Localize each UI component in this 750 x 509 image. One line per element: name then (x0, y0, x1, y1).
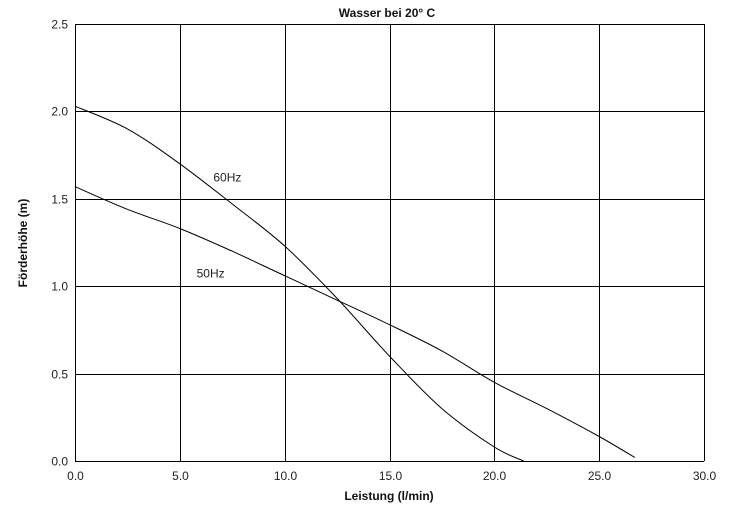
y-tick-label: 0.5 (51, 368, 68, 382)
y-axis-label: Förderhöhe (m) (16, 199, 30, 288)
x-tick-label: 5.0 (172, 469, 189, 483)
x-tick-label: 0.0 (67, 469, 84, 483)
x-tick-label: 15.0 (379, 469, 403, 483)
x-tick-label: 25.0 (588, 469, 612, 483)
tick-labels: 0.0 5.0 10.0 15.0 20.0 25.0 30.0 0.0 0.5 1.0 1.5 2.… (51, 18, 716, 484)
series-60hz-line (74, 105, 524, 462)
x-tick-label: 20.0 (483, 469, 507, 483)
y-tick-label: 2.5 (51, 18, 68, 32)
x-tick-label: 30.0 (693, 469, 717, 483)
y-tick-label: 2.0 (51, 105, 68, 119)
series-60hz-label: 60Hz (213, 170, 241, 184)
grid (75, 24, 705, 462)
y-tick-label: 0.0 (51, 455, 68, 469)
series-50hz-line (74, 186, 636, 458)
series-labels: 60Hz 50Hz (197, 170, 242, 280)
series-50hz-label: 50Hz (197, 266, 225, 280)
x-tick-label: 10.0 (274, 469, 298, 483)
curves (74, 105, 636, 462)
y-tick-label: 1.0 (51, 280, 68, 294)
x-axis-label: Leistung (l/min) (344, 489, 433, 503)
y-tick-label: 1.5 (51, 193, 68, 207)
chart-title: Wasser bei 20° C (339, 6, 436, 20)
